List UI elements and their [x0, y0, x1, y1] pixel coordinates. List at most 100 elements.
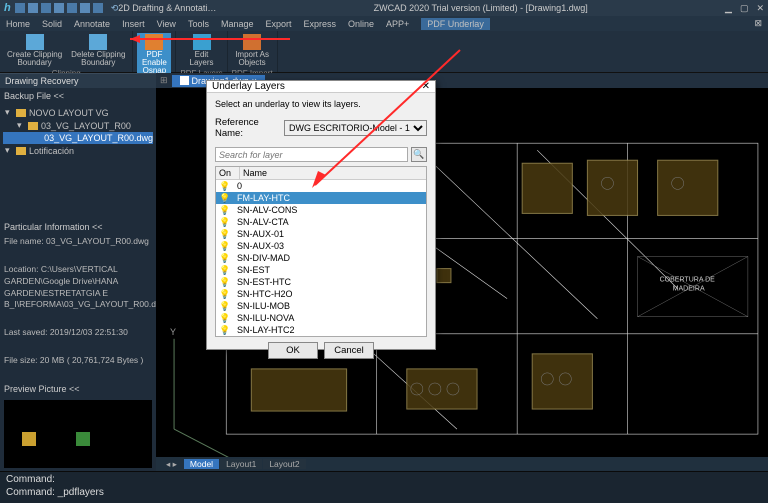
tree-item[interactable]: ▾Lotificación	[3, 144, 153, 157]
ribbon: Create ClippingBoundaryDelete ClippingBo…	[0, 31, 768, 73]
layer-row[interactable]: 💡0	[216, 180, 426, 192]
layer-row[interactable]: 💡SN-ILU-MOB	[216, 300, 426, 312]
search-button[interactable]: 🔍	[411, 147, 427, 162]
ribbon-group-pdf-layers: EditLayersPDF Layers	[176, 31, 227, 72]
bulb-icon[interactable]: 💡	[219, 229, 237, 240]
col-name[interactable]: Name	[240, 167, 426, 179]
ribbon-close-icon[interactable]: ⊠	[754, 18, 762, 29]
bulb-icon[interactable]: 💡	[219, 253, 237, 264]
tree-item-label: Lotificación	[29, 146, 74, 156]
layer-row[interactable]: 💡SN-ALV-CTA	[216, 216, 426, 228]
menu-online[interactable]: Online	[348, 19, 374, 29]
workspace-label: ⟲	[111, 3, 119, 14]
info-line: Location: C:\Users\VERTICAL GARDEN\Googl…	[0, 263, 156, 313]
info-line: File size: 20 MB ( 20,761,724 Bytes )	[0, 354, 156, 368]
dialog-close-icon[interactable]: ✕	[422, 81, 430, 92]
layer-row[interactable]: 💡FM-LAY-HTC	[216, 192, 426, 204]
ribbon-btn[interactable]: PDFEnableOsnap	[137, 33, 171, 76]
tab-layout2: Layout2	[263, 459, 305, 469]
layer-name: SN-LAY-HTC2	[237, 325, 295, 335]
layout-tabs[interactable]: ◂ ▸ Model Layout1 Layout2	[156, 457, 768, 471]
workspace-selector[interactable]: 2D Drafting & Annotati…	[118, 3, 216, 13]
info-line: Last saved: 2019/12/03 22:51:30	[0, 326, 156, 340]
bulb-icon[interactable]: 💡	[219, 193, 237, 204]
quick-access-toolbar[interactable]	[15, 3, 103, 13]
backup-tree[interactable]: ▾NOVO LAYOUT VG▾03_VG_LAYOUT_R0003_VG_LA…	[0, 104, 156, 159]
svg-text:MADEIRA: MADEIRA	[673, 286, 705, 293]
preview-header[interactable]: Preview Picture <<	[4, 383, 152, 395]
dialog-titlebar[interactable]: Underlay Layers ✕	[207, 81, 435, 93]
menu-pdf-underlay[interactable]: PDF Underlay	[421, 18, 490, 30]
bulb-icon[interactable]: 💡	[219, 265, 237, 276]
underlay-layers-dialog: Underlay Layers ✕ Select an underlay to …	[206, 80, 436, 350]
col-on[interactable]: On	[216, 167, 240, 179]
bulb-icon[interactable]: 💡	[219, 277, 237, 288]
bulb-icon[interactable]: 💡	[219, 217, 237, 228]
layers-list[interactable]: On Name 💡0💡FM-LAY-HTC💡SN-ALV-CONS💡SN-ALV…	[215, 166, 427, 337]
reference-name-select[interactable]: DWG ESCRITORIO-Model - 1	[284, 120, 427, 136]
menu-home[interactable]: Home	[6, 19, 30, 29]
menu-manage[interactable]: Manage	[221, 19, 254, 29]
menu-solid[interactable]: Solid	[42, 19, 62, 29]
file-info: File name: 03_VG_LAYOUT_R00.dwg Location…	[0, 235, 156, 368]
bulb-icon[interactable]: 💡	[219, 325, 237, 336]
bulb-icon[interactable]: 💡	[219, 313, 237, 324]
layer-row[interactable]: 💡SN-AUX-01	[216, 228, 426, 240]
dialog-hint: Select an underlay to view its layers.	[215, 99, 427, 109]
layer-row[interactable]: 💡SN-ILU-NOVA	[216, 312, 426, 324]
particular-info-header[interactable]: Particular Information <<	[4, 221, 152, 233]
bulb-icon[interactable]: 💡	[219, 289, 237, 300]
layer-name: SN-ILU-NOVA	[237, 313, 294, 323]
ribbon-icon	[89, 34, 107, 50]
layer-name: SN-HTC-H2O	[237, 289, 293, 299]
backup-file-header[interactable]: Backup File <<	[4, 90, 152, 102]
layer-row[interactable]: 💡SN-AUX-03	[216, 240, 426, 252]
ribbon-group-pdf-import: Import AsObjectsPDF Import	[228, 31, 278, 72]
layer-name: SN-ALV-CONS	[237, 205, 297, 215]
menu-view[interactable]: View	[157, 19, 176, 29]
ribbon-btn[interactable]: EditLayers	[185, 33, 219, 68]
menu-export[interactable]: Export	[265, 19, 291, 29]
bulb-icon[interactable]: 💡	[219, 301, 237, 312]
tab-model: Model	[184, 459, 219, 469]
ribbon-btn[interactable]: Import AsObjects	[232, 33, 272, 68]
cancel-button[interactable]: Cancel	[324, 342, 374, 359]
layer-name: 0	[237, 181, 242, 191]
bulb-icon[interactable]: 💡	[219, 241, 237, 252]
menu-express[interactable]: Express	[304, 19, 337, 29]
ok-button[interactable]: OK	[268, 342, 318, 359]
drawing-recovery-title: Drawing Recovery	[0, 73, 156, 88]
info-line	[0, 340, 156, 354]
menu-tools[interactable]: Tools	[188, 19, 209, 29]
tree-item[interactable]: 03_VG_LAYOUT_R00.dwg	[3, 132, 153, 144]
tree-item[interactable]: ▾NOVO LAYOUT VG	[3, 106, 153, 119]
app-logo: h	[4, 2, 11, 14]
tree-item-label: 03_VG_LAYOUT_R00.dwg	[44, 133, 153, 143]
ribbon-btn[interactable]: Delete ClippingBoundary	[68, 33, 128, 68]
layer-row[interactable]: 💡SN-HTC-H2O	[216, 288, 426, 300]
layer-row[interactable]: 💡SN-EST-HTC	[216, 276, 426, 288]
info-line: File name: 03_VG_LAYOUT_R00.dwg	[0, 235, 156, 249]
bulb-icon[interactable]: 💡	[219, 205, 237, 216]
layer-row[interactable]: 💡SN-EST	[216, 264, 426, 276]
command-line[interactable]: Command: Command: _pdflayers	[0, 471, 768, 503]
layer-row[interactable]: 💡SN-ALV-CONS	[216, 204, 426, 216]
close-icon: ✕	[756, 3, 764, 14]
bulb-icon[interactable]: 💡	[219, 181, 237, 192]
window-controls[interactable]: ▁▢✕	[725, 3, 764, 14]
ribbon-icon	[193, 34, 211, 50]
dwg-icon	[36, 134, 41, 143]
layer-name: SN-EST-HTC	[237, 277, 291, 287]
folder-icon	[16, 147, 26, 155]
ribbon-btn[interactable]: Create ClippingBoundary	[4, 33, 65, 68]
ribbon-btn-label: PDFEnableOsnap	[142, 51, 167, 75]
layer-row[interactable]: 💡SN-LAY-HTC2	[216, 324, 426, 336]
minimize-icon: ▁	[725, 3, 732, 14]
tree-item[interactable]: ▾03_VG_LAYOUT_R00	[3, 119, 153, 132]
svg-text:COBERTURA DE: COBERTURA DE	[660, 277, 716, 284]
layer-row[interactable]: 💡SN-DIV-MAD	[216, 252, 426, 264]
menu-insert[interactable]: Insert	[122, 19, 145, 29]
menu-annotate[interactable]: Annotate	[74, 19, 110, 29]
menu-app+[interactable]: APP+	[386, 19, 409, 29]
layer-search-input[interactable]	[215, 147, 408, 162]
